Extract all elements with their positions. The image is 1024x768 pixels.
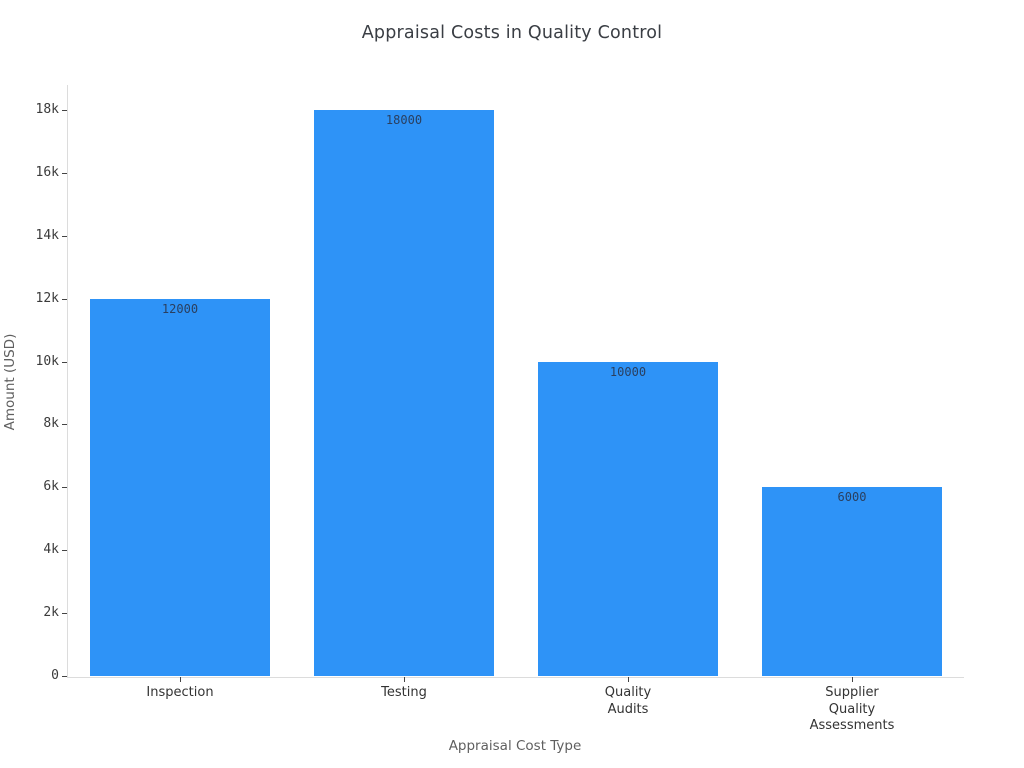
- y-tick-mark: [62, 110, 67, 111]
- y-tick-mark: [62, 361, 67, 363]
- y-tick-label: 2k: [43, 605, 59, 621]
- bar-value-label: 12000: [161, 301, 199, 316]
- y-tick-mark: [62, 172, 67, 174]
- bar: 12000: [90, 298, 270, 676]
- y-tick-label: 18k: [35, 102, 59, 117]
- y-tick-mark: [62, 487, 67, 489]
- chart-title: Appraisal Costs in Quality Control: [361, 23, 663, 43]
- y-tick-mark: [62, 298, 67, 300]
- x-category-label: Supplier Quality Assessments: [809, 685, 895, 733]
- y-tick-mark: [62, 613, 67, 615]
- bar: 6000: [762, 487, 942, 676]
- y-tick-mark: [62, 235, 67, 237]
- y-tick-mark: [62, 424, 67, 426]
- y-tick-label: 10k: [35, 353, 59, 369]
- y-tick-label: 0: [51, 668, 59, 683]
- bar-value-label: 6000: [837, 490, 867, 505]
- y-tick-label: 14k: [35, 227, 59, 243]
- y-tick-label: 4k: [43, 542, 59, 558]
- bar: 10000: [538, 361, 718, 676]
- y-tick-mark: [62, 550, 67, 552]
- plot-area: 12000 Inspection 18000 Testing 10000 Quality …: [36, 85, 964, 733]
- y-axis-title: Amount (USD): [2, 333, 18, 431]
- x-category-label: Quality Audits: [604, 685, 652, 717]
- x-tick-mark: [852, 677, 853, 682]
- x-tick-mark: [404, 677, 405, 682]
- y-tick-label: 8k: [43, 416, 59, 432]
- y-tick-mark: [62, 676, 67, 677]
- y-tick-label: 12k: [35, 290, 59, 306]
- x-category-label: Inspection: [146, 685, 214, 700]
- x-axis-title: Appraisal Cost Type: [448, 738, 582, 754]
- bar-value-label: 18000: [385, 113, 423, 127]
- x-tick-mark: [628, 677, 629, 682]
- bar: 18000: [314, 110, 494, 676]
- y-tick-label: 6k: [43, 479, 59, 495]
- y-tick-label: 16k: [35, 164, 59, 180]
- bar-value-label: 10000: [609, 364, 647, 379]
- x-category-label: Testing: [381, 685, 427, 700]
- x-tick-mark: [180, 677, 181, 682]
